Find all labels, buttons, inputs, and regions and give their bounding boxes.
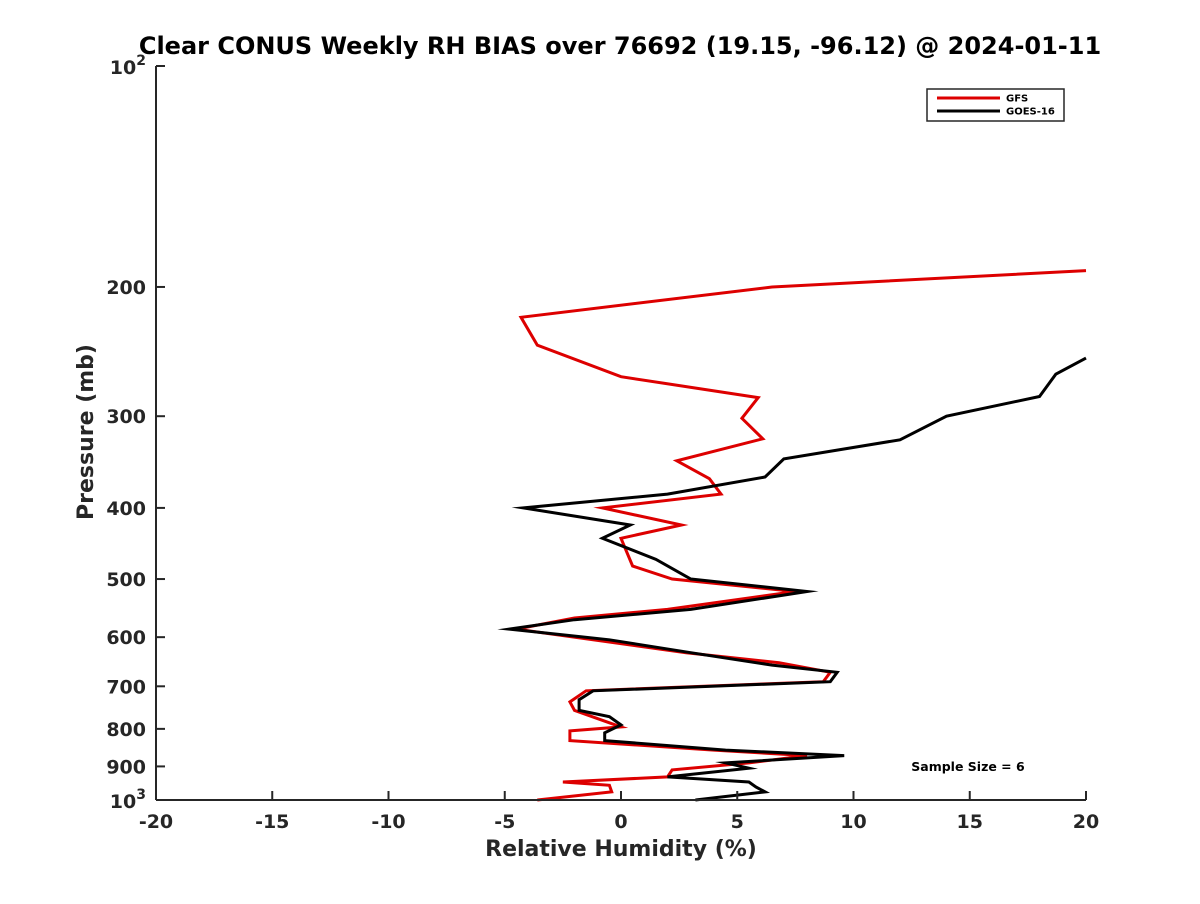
y-tick-label: 700 xyxy=(106,676,146,698)
sample-size-annotation: Sample Size = 6 xyxy=(911,759,1025,774)
legend-label-gfs: GFS xyxy=(1006,94,1028,105)
y-axis-label: Pressure (mb) xyxy=(74,344,99,520)
x-tick-label: 5 xyxy=(731,811,744,833)
y-tick-label: 300 xyxy=(106,406,146,428)
x-tick-label: 10 xyxy=(840,811,866,833)
x-tick-label: -10 xyxy=(371,811,405,833)
x-tick-label: 15 xyxy=(957,811,983,833)
x-tick-label: 0 xyxy=(614,811,627,833)
y-tick-label: 200 xyxy=(106,277,146,299)
x-tick-label: -20 xyxy=(139,811,173,833)
x-axis-label: Relative Humidity (%) xyxy=(485,837,757,862)
series-line-goes-16 xyxy=(497,356,1087,802)
axes: -20 -15 -10 -5 0 5 10 15 20 200 300 400 500 600 700 800… xyxy=(106,53,1099,833)
plot-area xyxy=(497,269,1087,802)
y-tick-label-power: 103 xyxy=(110,787,146,813)
y-tick-label-power: 102 xyxy=(110,53,146,79)
series-line-gfs xyxy=(507,269,1087,802)
chart-title: Clear CONUS Weekly RH BIAS over 76692 (1… xyxy=(139,32,1101,60)
legend: GFS GOES-16 xyxy=(926,88,1065,122)
legend-box xyxy=(926,88,1065,122)
y-tick-label: 600 xyxy=(106,627,146,649)
x-tick-label: -15 xyxy=(255,811,289,833)
y-tick-label: 500 xyxy=(106,569,146,591)
y-tick-label: 900 xyxy=(106,756,146,778)
y-tick-label: 400 xyxy=(106,498,146,520)
x-tick-label: 20 xyxy=(1073,811,1099,833)
legend-label-goes-16: GOES-16 xyxy=(1006,107,1055,118)
x-tick-label: -5 xyxy=(494,811,515,833)
y-tick-label: 800 xyxy=(106,719,146,741)
